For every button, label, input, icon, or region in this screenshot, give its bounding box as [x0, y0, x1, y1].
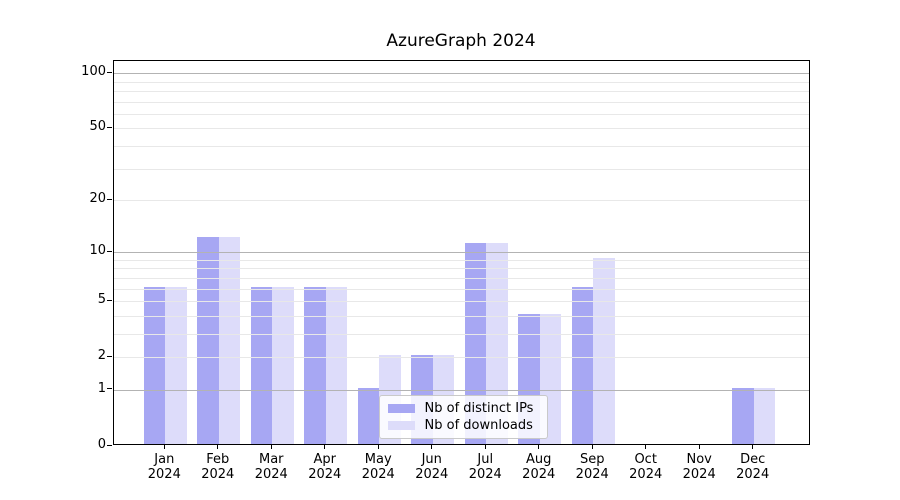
- x-tick-label-mar: Mar 2024: [243, 452, 299, 482]
- x-tick-label-jul: Jul 2024: [457, 452, 513, 482]
- x-tick-label-aug: Aug 2024: [511, 452, 567, 482]
- x-tick-year: 2024: [468, 467, 502, 482]
- bar-sep-distinct-ips: [571, 286, 594, 444]
- y-tick-label: 10: [89, 243, 106, 259]
- x-tick-month: Oct: [634, 452, 657, 467]
- x-tick-label-may: May 2024: [350, 452, 406, 482]
- bar-dec-downloads: [753, 388, 776, 444]
- x-tick-year: 2024: [736, 467, 770, 482]
- chart-title: AzureGraph 2024: [386, 31, 536, 51]
- legend-swatch-distinct-ips: [387, 404, 415, 413]
- x-tick-year: 2024: [147, 467, 181, 482]
- x-tick-mark: [538, 445, 540, 449]
- y-tick-label: 0: [97, 437, 106, 452]
- y-tick-label: 1: [97, 380, 106, 396]
- y-tick-mark: [107, 126, 112, 128]
- x-tick-month: Jul: [477, 452, 494, 467]
- x-tick-month: Sep: [579, 452, 605, 467]
- y-tick-mark: [107, 299, 112, 301]
- legend-row-downloads: Nb of downloads: [387, 418, 539, 433]
- x-tick-year: 2024: [415, 467, 449, 482]
- x-tick-label-dec: Dec 2024: [725, 452, 781, 482]
- bar-jan-downloads: [165, 286, 187, 444]
- x-tick-mark: [270, 445, 272, 449]
- x-tick-label-feb: Feb 2024: [190, 452, 246, 482]
- x-tick-month: Aug: [526, 452, 552, 467]
- y-tick-label: 100: [81, 64, 106, 80]
- bar-jul-distinct-ips: [464, 243, 487, 444]
- x-tick-month: Apr: [313, 452, 337, 467]
- bar-dec-distinct-ips: [732, 388, 754, 444]
- bar-mar-distinct-ips: [250, 286, 273, 444]
- bars-layer: [114, 61, 810, 444]
- plot-area: Nb of distinct IPs Nb of downloads: [112, 60, 810, 445]
- legend-row-distinct-ips: Nb of distinct IPs: [387, 401, 539, 416]
- x-tick-mark: [645, 445, 647, 449]
- y-tick-mark: [107, 355, 112, 357]
- bar-apr-downloads: [325, 286, 348, 444]
- bar-feb-downloads: [218, 236, 241, 444]
- x-tick-mark: [591, 445, 593, 449]
- y-tick-mark: [107, 71, 112, 73]
- y-tick-label: 2: [97, 348, 106, 364]
- x-tick-month: Nov: [686, 452, 712, 467]
- x-tick-label-oct: Oct 2024: [618, 452, 674, 482]
- y-tick-mark: [107, 250, 112, 252]
- x-tick-year: 2024: [575, 467, 609, 482]
- x-tick-month: Jun: [421, 452, 442, 467]
- x-tick-label-jun: Jun 2024: [404, 452, 460, 482]
- bar-jan-distinct-ips: [143, 286, 166, 444]
- y-tick-label: 20: [89, 191, 106, 206]
- x-tick-label-nov: Nov 2024: [671, 452, 727, 482]
- legend-swatch-downloads: [387, 421, 415, 430]
- bar-may-distinct-ips: [357, 388, 380, 444]
- x-tick-year: 2024: [629, 467, 663, 482]
- x-tick-mark: [324, 445, 326, 449]
- x-tick-month: Jan: [154, 452, 175, 467]
- x-tick-year: 2024: [254, 467, 288, 482]
- y-tick-mark: [107, 198, 112, 200]
- x-tick-mark: [698, 445, 700, 449]
- legend: Nb of distinct IPs Nb of downloads: [378, 395, 548, 439]
- x-tick-month: Mar: [259, 452, 284, 467]
- legend-label-downloads: Nb of downloads: [424, 418, 533, 433]
- x-tick-mark: [484, 445, 486, 449]
- x-tick-mark: [163, 445, 165, 449]
- y-tick-label: 50: [89, 119, 106, 135]
- bar-mar-downloads: [272, 286, 294, 444]
- x-tick-year: 2024: [682, 467, 716, 482]
- x-tick-mark: [217, 445, 219, 449]
- bar-apr-distinct-ips: [304, 286, 326, 444]
- y-tick-label: 5: [97, 292, 106, 308]
- x-tick-month: Feb: [206, 452, 230, 467]
- x-tick-mark: [752, 445, 754, 449]
- y-tick-mark: [107, 444, 112, 446]
- x-tick-label-apr: Apr 2024: [297, 452, 353, 482]
- x-tick-year: 2024: [361, 467, 395, 482]
- x-tick-year: 2024: [308, 467, 342, 482]
- x-tick-mark: [431, 445, 433, 449]
- x-tick-label-sep: Sep 2024: [564, 452, 620, 482]
- y-tick-mark: [107, 388, 112, 390]
- x-tick-label-jan: Jan 2024: [136, 452, 192, 482]
- x-tick-mark: [377, 445, 379, 449]
- x-tick-month: Dec: [740, 452, 766, 467]
- legend-label-distinct-ips: Nb of distinct IPs: [424, 401, 534, 416]
- bar-sep-downloads: [593, 257, 615, 444]
- x-tick-month: May: [364, 452, 392, 467]
- bar-feb-distinct-ips: [197, 236, 219, 444]
- bar-jul-downloads: [486, 243, 508, 444]
- x-tick-year: 2024: [522, 467, 556, 482]
- x-tick-year: 2024: [201, 467, 235, 482]
